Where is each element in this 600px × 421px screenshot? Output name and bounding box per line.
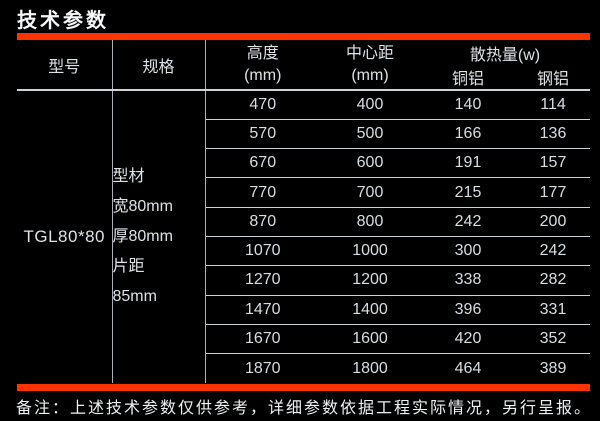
steel-aluminum-cell: 114: [540, 95, 566, 113]
center-distance-cell: 600: [320, 148, 420, 178]
copper-aluminum-cell: 300: [420, 235, 516, 266]
table-row: 1870 1800 464 389: [17, 353, 590, 383]
center-distance-cell: 1000: [320, 235, 420, 266]
table-row: TGL80*80 型材宽80mm 厚80mm 片距 85mm 470 400 140 114: [17, 90, 590, 383]
height-cell: 1070: [205, 235, 320, 266]
footnote: 备注：上述技术参数仅供参考，详细参数依据工程实际情况，另行呈报。: [16, 400, 593, 417]
col-header-steel-aluminum: 钢铝: [516, 65, 590, 91]
center-distance-cell: 1600: [320, 323, 420, 354]
steel-aluminum-cell: 177: [516, 177, 590, 208]
col-header-spec: 规格: [112, 40, 206, 91]
center-distance-cell: 700: [320, 177, 420, 208]
header-unit-line: (mm): [351, 66, 389, 84]
height-cell: 570: [205, 118, 320, 149]
center-distance-cell: 400: [356, 95, 384, 113]
copper-aluminum-cell: 464: [420, 353, 516, 383]
steel-aluminum-cell: 200: [516, 206, 590, 237]
model-cell: TGL80*80: [17, 90, 113, 383]
spec-table: 型号 规格 高度 (mm) 中心距 (mm) 散热量(w) 铜铝 钢铝 TGL8…: [17, 40, 590, 383]
height-cell: 770: [205, 177, 320, 208]
header-row-bottom: 铜铝 钢铝: [17, 65, 590, 91]
page-title: 技术参数: [17, 10, 109, 32]
spec-line: 宽80mm: [112, 198, 173, 215]
copper-aluminum-cell: 338: [420, 265, 516, 296]
copper-aluminum-cell: 242: [420, 206, 516, 237]
height-cell: 1270: [205, 265, 320, 296]
steel-aluminum-cell: 352: [516, 323, 590, 354]
spec-table-body: TGL80*80 型材宽80mm 厚80mm 片距 85mm 470 400 140 114 57…: [17, 90, 590, 383]
steel-aluminum-cell: 331: [516, 294, 590, 325]
center-distance-cell: 800: [320, 206, 420, 237]
spec-cell: 型材宽80mm 厚80mm 片距 85mm: [112, 90, 206, 383]
steel-aluminum-cell: 136: [516, 118, 590, 149]
table-row: 670 600 191 157: [17, 148, 590, 178]
copper-aluminum-cell: 396: [420, 294, 516, 325]
steel-aluminum-cell: 242: [516, 235, 590, 266]
col-header-center-distance: 中心距 (mm): [320, 40, 420, 91]
steel-aluminum-cell: 389: [516, 353, 590, 383]
spec-line: 85mm: [112, 288, 157, 305]
col-header-copper-aluminum: 铜铝: [420, 65, 516, 91]
height-cell: 470: [249, 95, 277, 113]
table-row: 570 500 166 136: [17, 118, 590, 149]
spec-line: 型材: [112, 168, 145, 185]
copper-aluminum-cell: 191: [420, 148, 516, 178]
height-cell: 1470: [205, 294, 320, 325]
col-header-height: 高度 (mm): [205, 40, 320, 91]
steel-aluminum-cell: 157: [516, 148, 590, 178]
table-header: 型号 规格 高度 (mm) 中心距 (mm) 散热量(w) 铜铝 钢铝: [17, 40, 590, 91]
table-row: 1470 1400 396 331: [17, 294, 590, 325]
table-row: 1670 1600 420 352: [17, 323, 590, 354]
height-cell: 1870: [205, 353, 320, 383]
copper-aluminum-cell: 420: [420, 323, 516, 354]
center-distance-cell: 500: [320, 118, 420, 149]
table-row: 770 700 215 177: [17, 177, 590, 208]
header-line: 高度: [246, 44, 279, 62]
height-cell: 1670: [205, 323, 320, 354]
height-cell: 870: [205, 206, 320, 237]
height-cell: 670: [205, 148, 320, 178]
header-line: 中心距: [345, 44, 394, 62]
table-row: 870 800 242 200: [17, 206, 590, 237]
spec-line: 片距: [112, 258, 145, 275]
table-row: 1070 1000 300 242: [17, 235, 590, 266]
copper-aluminum-cell: 215: [420, 177, 516, 208]
col-header-model: 型号: [17, 40, 113, 91]
col-header-heat-output: 散热量(w): [469, 46, 541, 64]
steel-aluminum-cell: 282: [516, 265, 590, 296]
top-accent-bar: [17, 33, 590, 40]
copper-aluminum-cell: 166: [420, 118, 516, 149]
header-row-top: 型号 规格 高度 (mm) 中心距 (mm) 散热量(w): [17, 40, 590, 91]
spec-line: 厚80mm: [112, 228, 173, 245]
center-distance-cell: 1200: [320, 265, 420, 296]
bottom-accent-bar: [17, 384, 590, 391]
table-row: 1270 1200 338 282: [17, 265, 590, 296]
center-distance-cell: 1400: [320, 294, 420, 325]
center-distance-cell: 1800: [320, 353, 420, 383]
copper-aluminum-cell: 140: [454, 95, 482, 113]
header-unit-line: (mm): [244, 66, 282, 84]
